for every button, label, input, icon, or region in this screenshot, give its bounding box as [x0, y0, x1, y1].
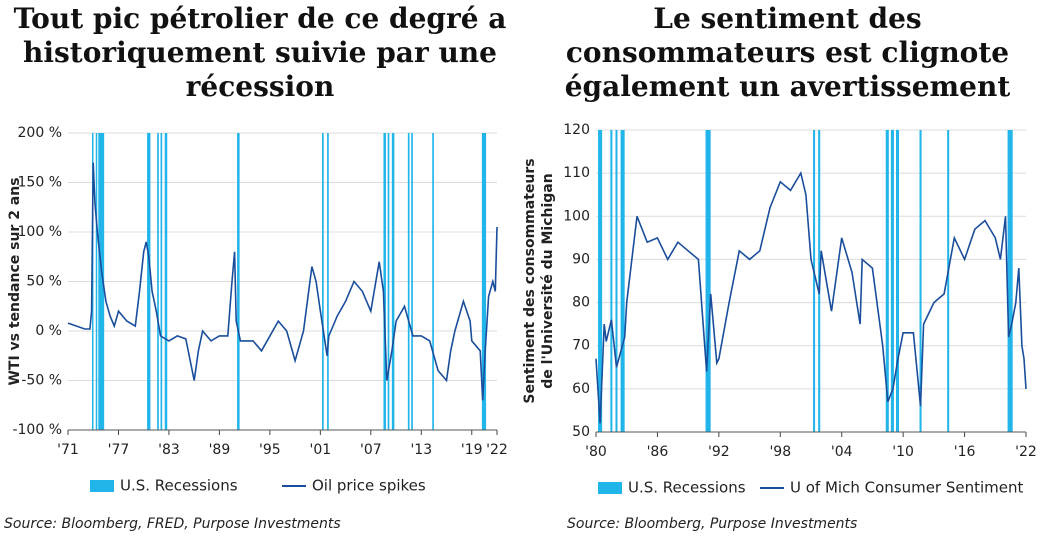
x-tick-label: '71: [57, 442, 79, 458]
series-line: [67, 162, 498, 401]
recession-band: [391, 133, 395, 430]
y-tick-label: 50 %: [26, 274, 62, 290]
recession-band: [157, 133, 159, 430]
y-tick-label: 100 %: [18, 224, 62, 240]
x-tick-label: '07: [360, 442, 382, 458]
y-tick-label: 200 %: [18, 125, 62, 141]
y-tick-label: 80: [572, 295, 590, 311]
recession-band: [481, 133, 487, 430]
recession-band: [91, 133, 94, 430]
legend-swatch: [90, 480, 114, 492]
y-tick-label: 50: [572, 424, 590, 440]
recession-band: [164, 133, 168, 430]
source-note: Source: Bloomberg, Purpose Investments: [567, 516, 857, 532]
recession-band: [919, 130, 922, 432]
x-tick-label: '98: [769, 444, 791, 460]
y-tick-label: 110: [563, 165, 590, 181]
y-tick-label: 60: [572, 381, 590, 397]
x-tick-label: '16: [954, 444, 976, 460]
y-tick-label: 100: [563, 208, 590, 224]
recession-band: [890, 130, 894, 432]
recession-band: [98, 133, 105, 430]
legend-label: U of Mich Consumer Sentiment: [790, 479, 1024, 497]
legend-label: U.S. Recessions: [120, 477, 238, 495]
series-line: [595, 170, 1027, 424]
recession-band: [147, 133, 151, 430]
recession-band: [411, 133, 413, 430]
y-axis-label: Sentiment des consommateurs: [522, 158, 538, 403]
x-tick-label: '19: [461, 442, 483, 458]
x-tick-label: '22: [486, 442, 508, 458]
recession-band: [885, 130, 889, 432]
recession-band: [327, 133, 329, 430]
chart-title: Le sentiment des consommateurs est clign…: [564, 2, 1011, 103]
x-tick-label: '01: [310, 442, 332, 458]
x-tick-label: '77: [108, 442, 130, 458]
recession-band: [610, 130, 613, 432]
legend-label: Oil price spikes: [312, 477, 426, 495]
recession-band: [947, 130, 950, 432]
y-tick-label: 0 %: [35, 323, 62, 339]
legend-swatch: [598, 482, 622, 494]
x-tick-label: '92: [708, 444, 730, 460]
recession-band: [237, 133, 240, 430]
x-tick-label: '04: [831, 444, 853, 460]
y-tick-label: 120: [563, 122, 590, 138]
y-tick-label: 70: [572, 338, 590, 354]
y-tick-label: -100 %: [12, 422, 62, 438]
recession-band: [1007, 130, 1013, 432]
y-axis-label: de l'Université du Michigan: [540, 173, 556, 388]
recession-band: [598, 130, 603, 432]
x-tick-label: '22: [1015, 444, 1037, 460]
recession-band: [620, 130, 625, 432]
x-tick-label: '89: [209, 442, 231, 458]
x-tick-label: '83: [158, 442, 180, 458]
recession-band: [615, 130, 618, 432]
recession-band: [705, 130, 711, 432]
y-tick-label: 90: [572, 251, 590, 267]
x-tick-label: '80: [585, 444, 607, 460]
recession-band: [160, 133, 163, 430]
recession-band: [383, 133, 386, 430]
recession-band: [432, 133, 434, 430]
y-axis-label: WTI vs tendance sur 2 ans: [7, 177, 23, 385]
recession-band: [407, 133, 410, 430]
x-tick-label: '13: [410, 442, 432, 458]
recession-band: [813, 130, 816, 432]
recession-band: [322, 133, 324, 430]
recession-band: [95, 133, 98, 430]
recession-band: [895, 130, 900, 432]
legend-label: U.S. Recessions: [628, 479, 746, 497]
x-tick-label: '95: [259, 442, 281, 458]
chart-title: Tout pic pétrolier de ce degré a histori…: [13, 2, 507, 103]
x-tick-label: '86: [647, 444, 669, 460]
y-tick-label: 150 %: [18, 175, 62, 191]
recession-band: [387, 133, 390, 430]
y-tick-label: -50 %: [21, 373, 62, 389]
source-note: Source: Bloomberg, FRED, Purpose Investm…: [4, 516, 341, 532]
x-tick-label: '10: [892, 444, 914, 460]
